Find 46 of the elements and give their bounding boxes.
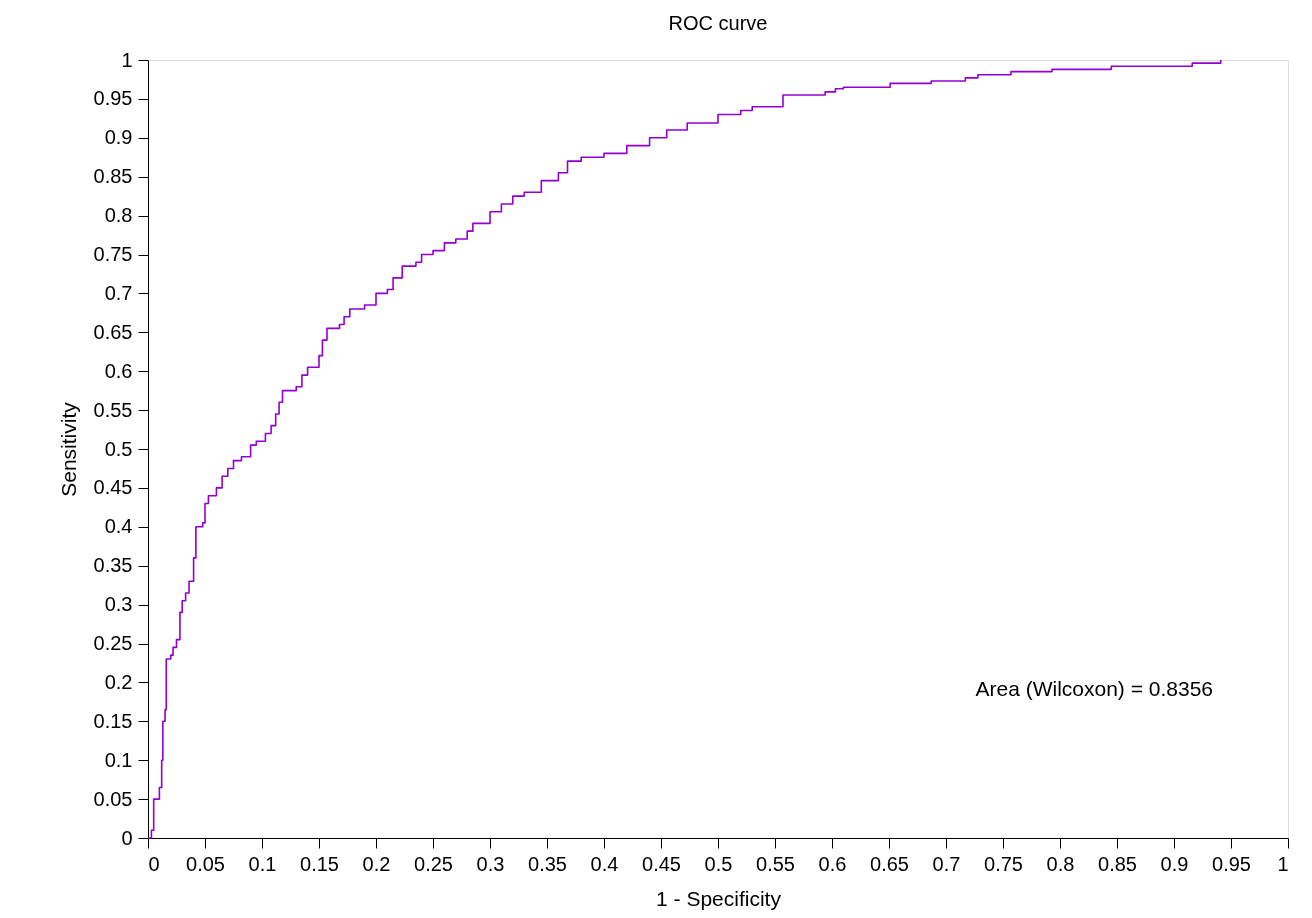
y-tick-label: 0.55	[93, 398, 133, 421]
y-tick-label: 0.8	[104, 204, 133, 227]
y-tick-label: 0.3	[104, 593, 133, 616]
x-tick-label: 0.2	[362, 852, 391, 875]
y-tick-label: 0.9	[104, 126, 133, 149]
x-axis-title: 1 - Specificity	[656, 886, 782, 910]
x-tick-label: 0.55	[756, 852, 795, 875]
x-tick-label: 0.65	[870, 852, 909, 875]
x-tick-label: 0.35	[528, 852, 567, 875]
x-tick-label: 0.6	[818, 852, 847, 875]
y-tick-label: 0.4	[104, 515, 133, 538]
x-tick-label: 0	[148, 852, 160, 875]
x-tick-label: 0.95	[1212, 852, 1251, 875]
annotation: Area (Wilcoxon) = 0.8356	[975, 677, 1213, 701]
x-tick-label: 0.1	[248, 852, 277, 875]
y-tick-label: 0.6	[104, 359, 133, 382]
x-tick-label: 0.85	[1098, 852, 1137, 875]
x-tick-label: 0.05	[186, 852, 225, 875]
y-tick-label: 0.95	[93, 87, 133, 110]
chart-title: ROC curve	[668, 12, 768, 34]
x-tick-label: 0.9	[1160, 852, 1189, 875]
x-tick-label: 0.75	[984, 852, 1023, 875]
y-tick-label: 0.45	[93, 476, 133, 499]
x-tick-label: 0.45	[642, 852, 681, 875]
y-tick-label: 0.5	[104, 437, 133, 460]
y-tick-label: 0.05	[93, 787, 133, 810]
x-tick-label: 1	[1277, 852, 1289, 875]
x-tick-label: 0.5	[704, 852, 733, 875]
y-tick-label: 0.1	[104, 748, 133, 771]
x-tick-label: 0.15	[300, 852, 339, 875]
y-axis-title: Sensitivity	[56, 401, 80, 497]
x-tick-label: 0.3	[476, 852, 505, 875]
y-tick-label: 0.65	[93, 320, 133, 343]
x-tick-label: 0.7	[932, 852, 961, 875]
y-tick-label: 0.35	[93, 554, 133, 577]
y-tick-label: 0	[121, 826, 133, 849]
y-tick-label: 0.85	[93, 165, 133, 188]
y-tick-label: 0.75	[93, 243, 133, 265]
y-tick-label: 0.15	[93, 709, 133, 732]
y-tick-label: 1	[121, 48, 133, 71]
x-tick-label: 0.4	[590, 852, 619, 875]
y-tick-label: 0.2	[104, 670, 133, 693]
x-tick-label: 0.8	[1046, 852, 1075, 875]
y-tick-label: 0.7	[104, 281, 133, 304]
y-tick-label: 0.25	[93, 632, 133, 654]
x-tick-label: 0.25	[414, 852, 453, 875]
